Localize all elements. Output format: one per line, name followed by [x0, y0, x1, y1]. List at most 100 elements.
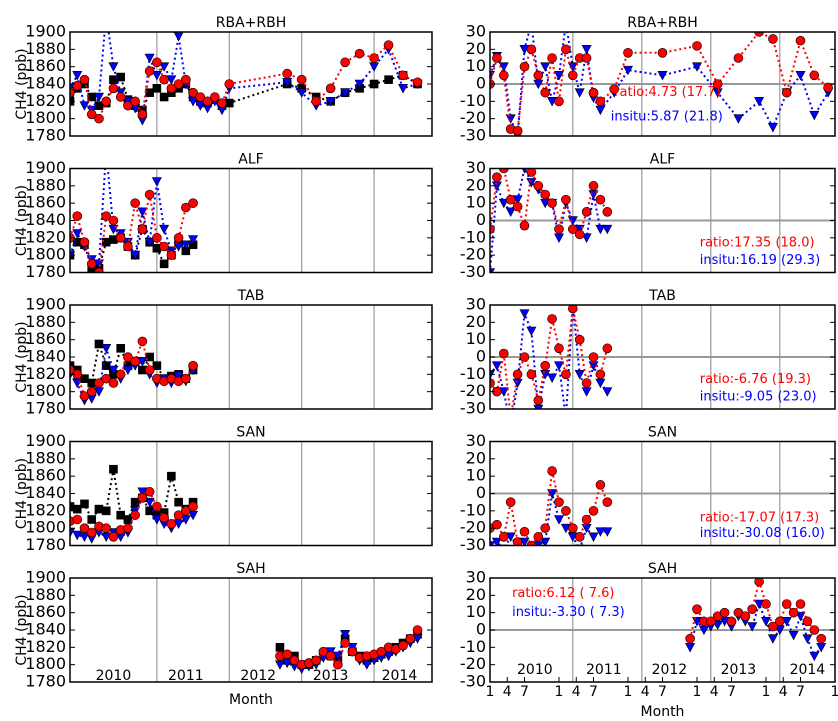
marker: [166, 75, 177, 85]
marker: [340, 57, 350, 68]
marker: [547, 373, 558, 383]
marker: [602, 343, 613, 354]
marker: [554, 497, 564, 507]
marker: [533, 532, 544, 542]
plot-area: [490, 441, 835, 546]
x-tick-label: 4: [779, 684, 788, 700]
marker: [505, 497, 516, 507]
marker: [166, 83, 177, 94]
marker: [318, 646, 329, 657]
marker: [173, 510, 184, 520]
marker: [526, 168, 537, 177]
marker: [340, 88, 351, 98]
series-line: [490, 308, 609, 409]
annotation: 2010: [96, 668, 132, 684]
marker: [137, 493, 148, 503]
annotation: 2013: [313, 668, 349, 684]
marker: [282, 649, 293, 660]
y-tick-label: -20: [460, 108, 486, 127]
marker: [574, 229, 585, 240]
series-line: [70, 43, 418, 121]
panel-frame: [489, 304, 836, 410]
marker: [108, 62, 119, 72]
marker: [72, 71, 83, 81]
marker: [754, 97, 765, 107]
y-tick-label: 1800: [25, 245, 66, 264]
marker: [173, 233, 184, 243]
y-tick-label: 30: [466, 22, 486, 41]
marker: [137, 207, 148, 217]
marker: [181, 506, 191, 516]
y-tick-label: -10: [460, 91, 486, 110]
marker: [123, 523, 133, 533]
marker: [384, 75, 393, 84]
marker: [581, 45, 592, 55]
y-tick-label: -10: [460, 500, 486, 519]
marker: [712, 79, 723, 89]
x-tick-label: 4: [503, 684, 512, 700]
marker: [188, 87, 198, 98]
y-tick-label: 1820: [25, 364, 66, 383]
y-tick-label: 1820: [25, 91, 66, 110]
marker: [159, 241, 169, 252]
y-tick-label: -30: [460, 535, 486, 554]
marker: [595, 194, 606, 205]
marker: [498, 62, 509, 72]
marker: [145, 352, 154, 362]
marker: [588, 532, 599, 542]
marker: [173, 79, 184, 89]
marker: [340, 638, 350, 648]
y-tick-label: 30: [466, 295, 486, 314]
marker: [166, 250, 177, 260]
y-tick-label: -20: [460, 654, 486, 673]
y-tick-label: 1860: [25, 602, 66, 621]
marker: [412, 625, 423, 635]
x-tick-label: 4: [710, 684, 719, 700]
marker: [202, 96, 213, 107]
y-tick-label: 1800: [25, 381, 66, 400]
marker: [754, 32, 764, 37]
marker: [122, 365, 133, 376]
marker: [499, 168, 509, 174]
marker: [747, 604, 758, 615]
marker: [144, 53, 155, 64]
marker: [492, 519, 502, 530]
x-tick-label: 7: [796, 684, 805, 700]
plot-area: [156, 578, 423, 682]
marker: [369, 62, 380, 72]
y-tick-label: 30: [466, 568, 486, 587]
marker: [581, 387, 592, 397]
annotation: 2010: [517, 662, 553, 678]
marker: [102, 11, 111, 19]
y-tick-label: 0: [476, 210, 486, 229]
marker: [519, 61, 530, 72]
marker: [167, 471, 176, 481]
marker: [527, 19, 536, 28]
marker: [540, 189, 551, 200]
x-tick-label: 1: [486, 684, 495, 700]
marker: [733, 53, 744, 63]
annotation: 2014: [790, 662, 826, 678]
marker: [547, 466, 557, 476]
marker: [87, 515, 97, 524]
marker: [574, 334, 585, 345]
y-tick-label: 1800: [25, 654, 66, 673]
marker: [80, 374, 89, 383]
annotation: 2012: [652, 662, 688, 678]
marker: [492, 172, 502, 182]
marker: [188, 501, 198, 512]
marker: [94, 267, 104, 273]
marker: [333, 659, 343, 670]
marker: [72, 80, 83, 91]
marker: [581, 233, 592, 243]
marker: [595, 96, 606, 107]
y-tick-label: 1880: [25, 175, 66, 194]
marker: [767, 634, 778, 644]
marker: [123, 241, 133, 252]
marker: [512, 201, 523, 212]
y-tick-label: -10: [460, 364, 486, 383]
marker: [719, 607, 730, 618]
y-axis-label: CH4 (ppb): [14, 48, 30, 119]
marker: [130, 198, 140, 208]
